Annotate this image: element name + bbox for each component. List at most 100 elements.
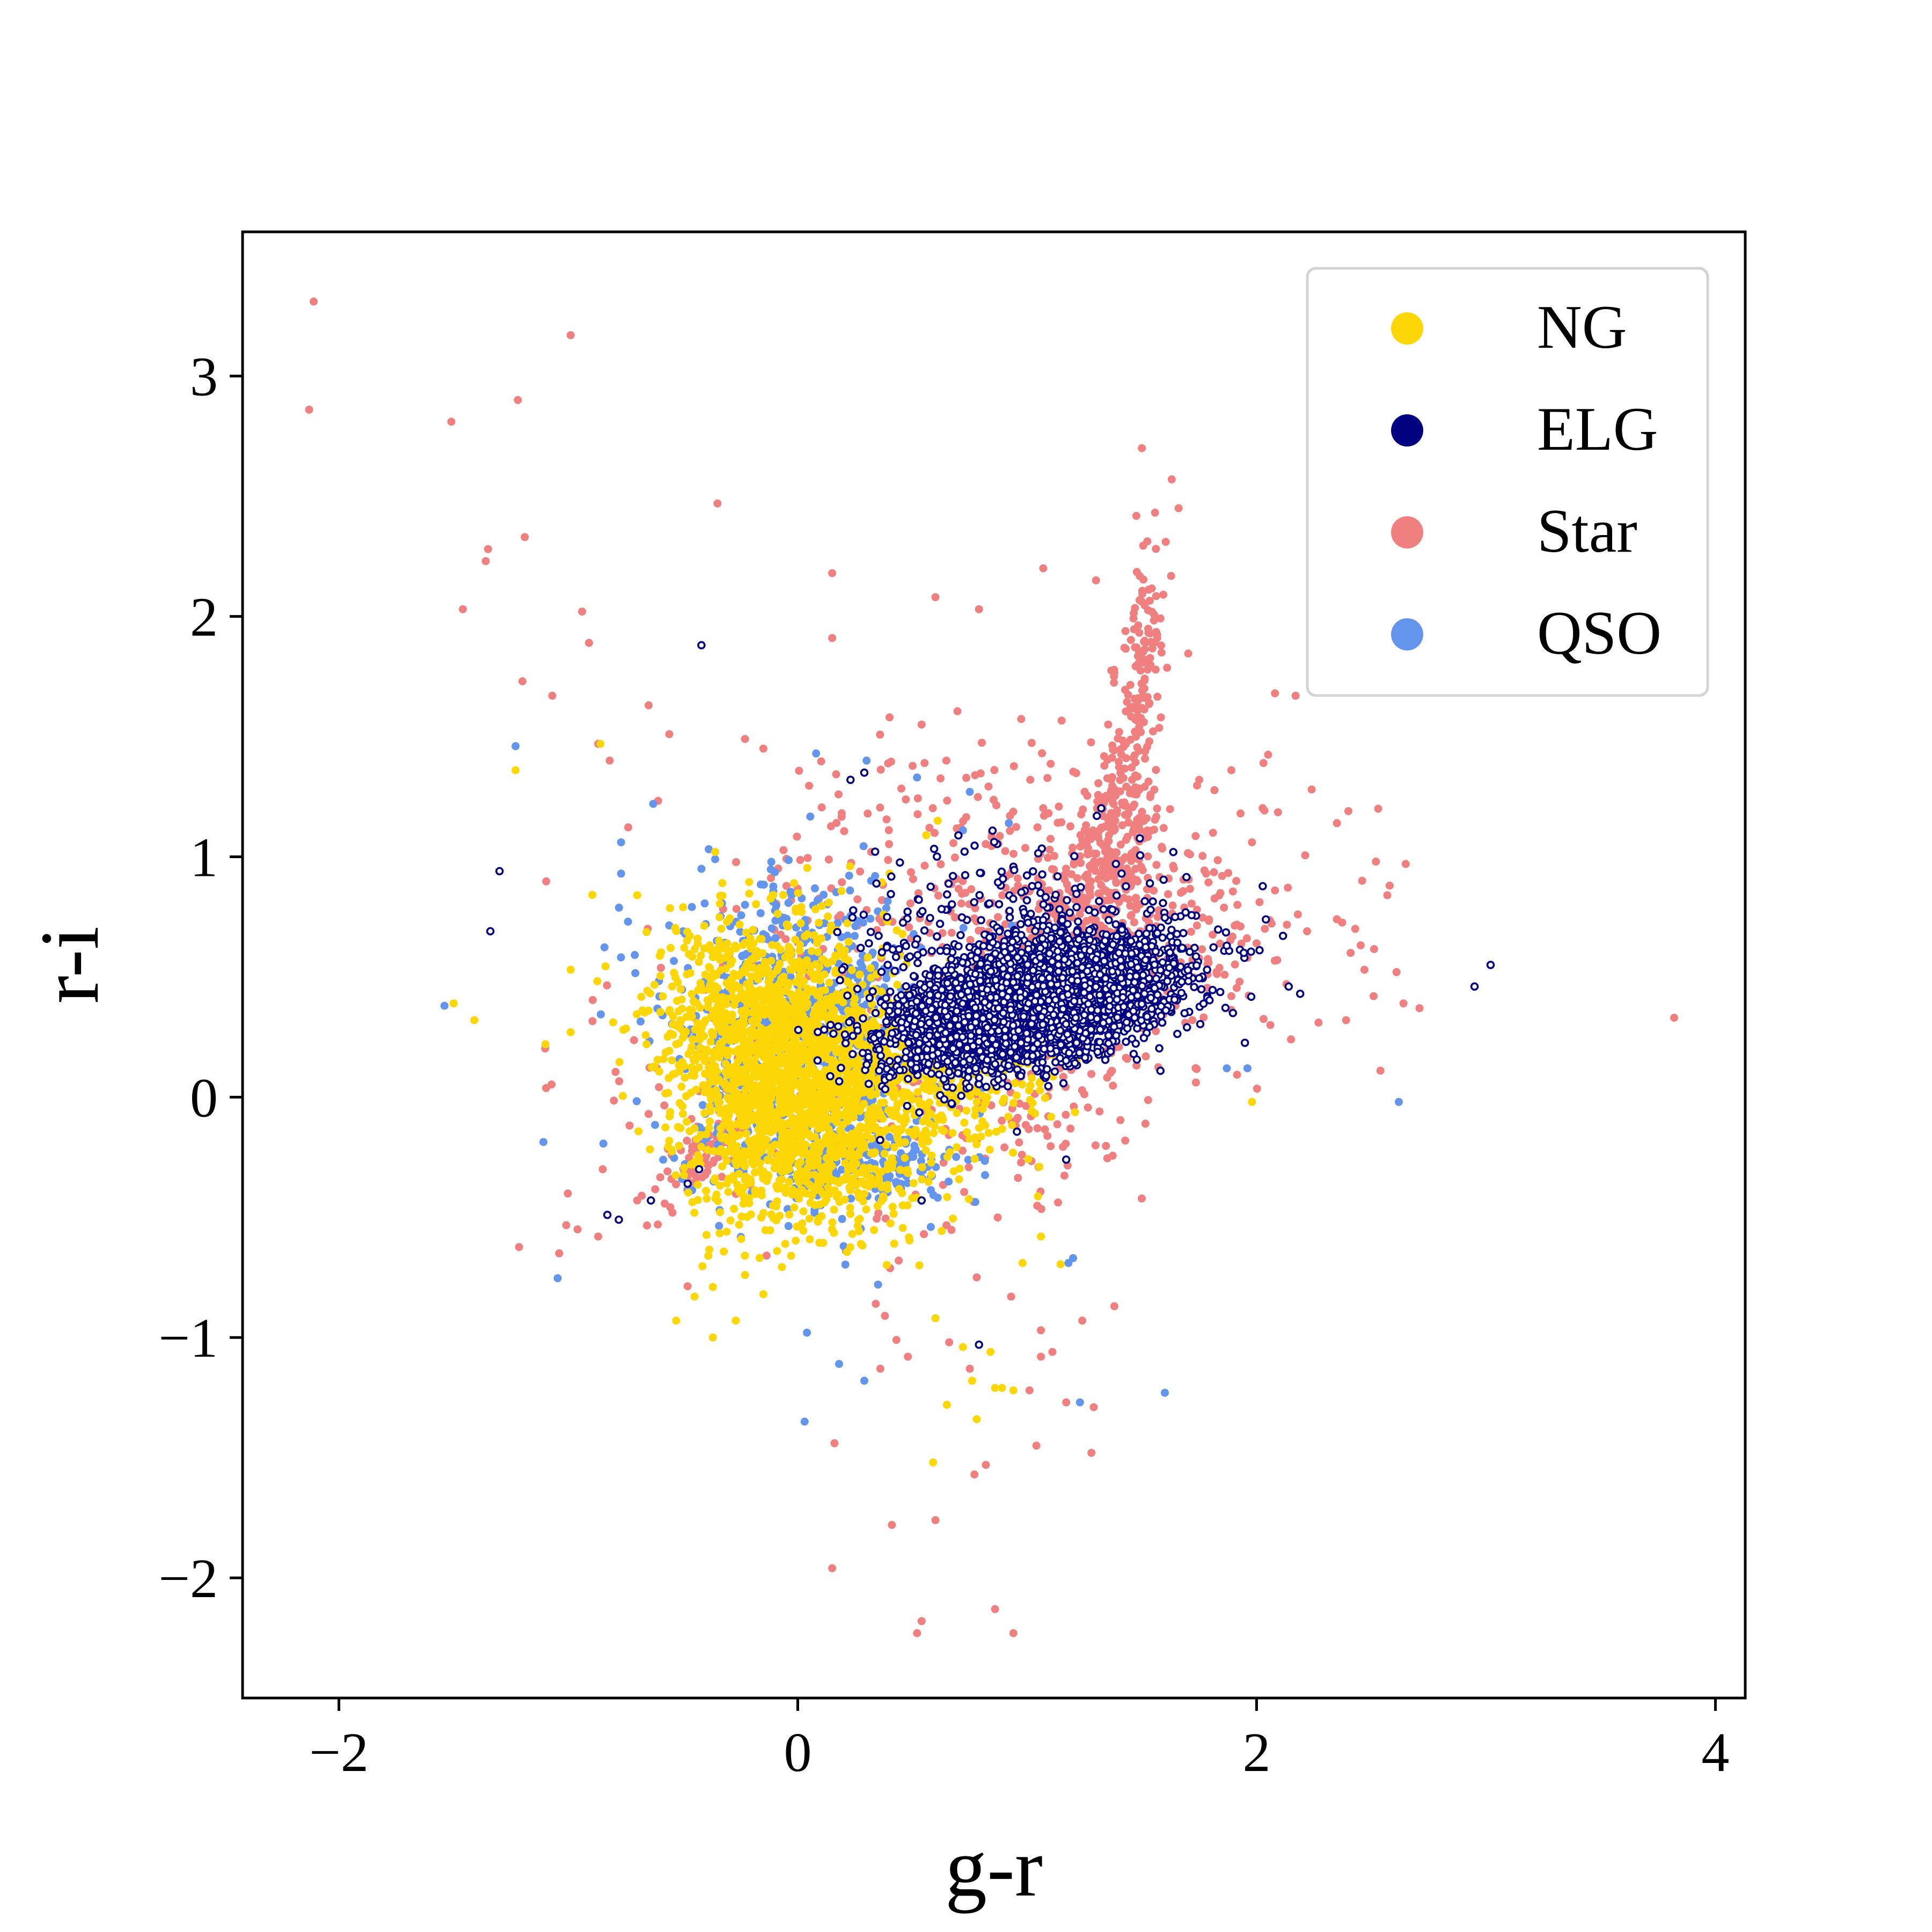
point-ng (683, 1117, 691, 1126)
point-star (1055, 802, 1063, 811)
point-ng (783, 1083, 791, 1091)
point-ng (755, 1159, 764, 1167)
point-star (1124, 818, 1133, 827)
point-ng (816, 971, 824, 980)
point-star (1118, 799, 1126, 807)
point-star (913, 1629, 921, 1637)
point-ng (841, 946, 849, 955)
point-ng (857, 1136, 865, 1144)
point-star (1044, 853, 1052, 862)
point-star (1140, 684, 1148, 693)
point-ng (805, 1214, 814, 1223)
point-ng (693, 1181, 702, 1189)
point-ng (843, 1248, 851, 1256)
point-ng (668, 982, 676, 991)
point-qso (810, 884, 819, 892)
point-star (1146, 826, 1155, 835)
point-star (873, 1214, 881, 1223)
point-ng (1024, 1155, 1033, 1163)
point-star (1198, 913, 1207, 922)
point-star (1169, 864, 1178, 873)
point-star (1237, 939, 1246, 948)
point-star (876, 1364, 884, 1373)
point-star (817, 757, 825, 766)
point-star (1198, 852, 1207, 860)
point-ng (739, 941, 747, 949)
point-star (895, 1256, 903, 1265)
point-ng (902, 1116, 910, 1124)
point-ng (740, 1192, 748, 1200)
point-ng (728, 1069, 736, 1077)
point-star (1126, 902, 1135, 910)
point-star (1195, 775, 1204, 784)
point-qso (927, 1186, 935, 1195)
point-star (665, 730, 674, 738)
point-star (1102, 873, 1111, 881)
point-qso (1005, 819, 1013, 828)
point-star (1210, 894, 1219, 903)
point-qso (835, 1360, 843, 1368)
point-star (1104, 836, 1113, 844)
point-star (1084, 850, 1092, 859)
point-star (542, 877, 551, 885)
point-ng (755, 1254, 764, 1262)
point-star (1096, 839, 1104, 847)
point-qso (803, 1328, 811, 1337)
point-ng (860, 1100, 868, 1108)
point-star (1062, 865, 1070, 873)
point-ng (775, 1176, 784, 1184)
point-star (1351, 925, 1359, 933)
point-star (1039, 564, 1048, 573)
point-star (994, 913, 1002, 921)
point-star (1213, 856, 1222, 865)
point-ng (679, 1109, 687, 1118)
point-ng (702, 1194, 711, 1203)
point-ng (718, 879, 727, 887)
point-star (1283, 920, 1291, 929)
point-star (1000, 1143, 1009, 1152)
point-ng (716, 1016, 724, 1025)
point-ng (955, 1175, 963, 1183)
point-ng (846, 1204, 854, 1212)
point-star (1044, 809, 1053, 817)
point-star (1131, 758, 1140, 766)
point-star (1191, 832, 1200, 840)
point-ng (905, 1236, 914, 1245)
point-star (1216, 939, 1224, 948)
point-ng (715, 1098, 724, 1107)
point-ng (722, 979, 731, 987)
point-qso (636, 1017, 645, 1026)
point-ng (909, 1179, 918, 1188)
point-ng (919, 1117, 927, 1125)
point-star (1233, 901, 1242, 909)
point-star (1017, 1158, 1026, 1167)
point-star (876, 765, 885, 774)
point-star (1136, 826, 1144, 835)
point-qso (632, 1097, 641, 1106)
point-star (902, 795, 910, 804)
point-star (615, 1077, 624, 1086)
point-ng (796, 940, 804, 949)
point-star (1137, 864, 1146, 873)
point-ng (692, 1135, 701, 1144)
point-ng (837, 1015, 845, 1023)
point-ng (753, 1133, 762, 1142)
point-ng (685, 1127, 694, 1136)
point-qso (784, 1222, 793, 1231)
point-star (835, 790, 843, 799)
point-star (1199, 1013, 1208, 1022)
point-star (1209, 931, 1217, 939)
point-star (1115, 758, 1123, 766)
point-ng (802, 1177, 811, 1186)
point-star (1155, 723, 1163, 732)
point-star (1370, 945, 1378, 953)
point-ng (709, 1029, 718, 1037)
point-star (885, 713, 894, 722)
point-star (856, 867, 865, 876)
point-qso (539, 1138, 548, 1146)
point-ng (685, 950, 693, 958)
point-star (1121, 853, 1130, 861)
point-star (920, 861, 929, 870)
point-star (1092, 860, 1100, 868)
point-qso (600, 943, 609, 952)
